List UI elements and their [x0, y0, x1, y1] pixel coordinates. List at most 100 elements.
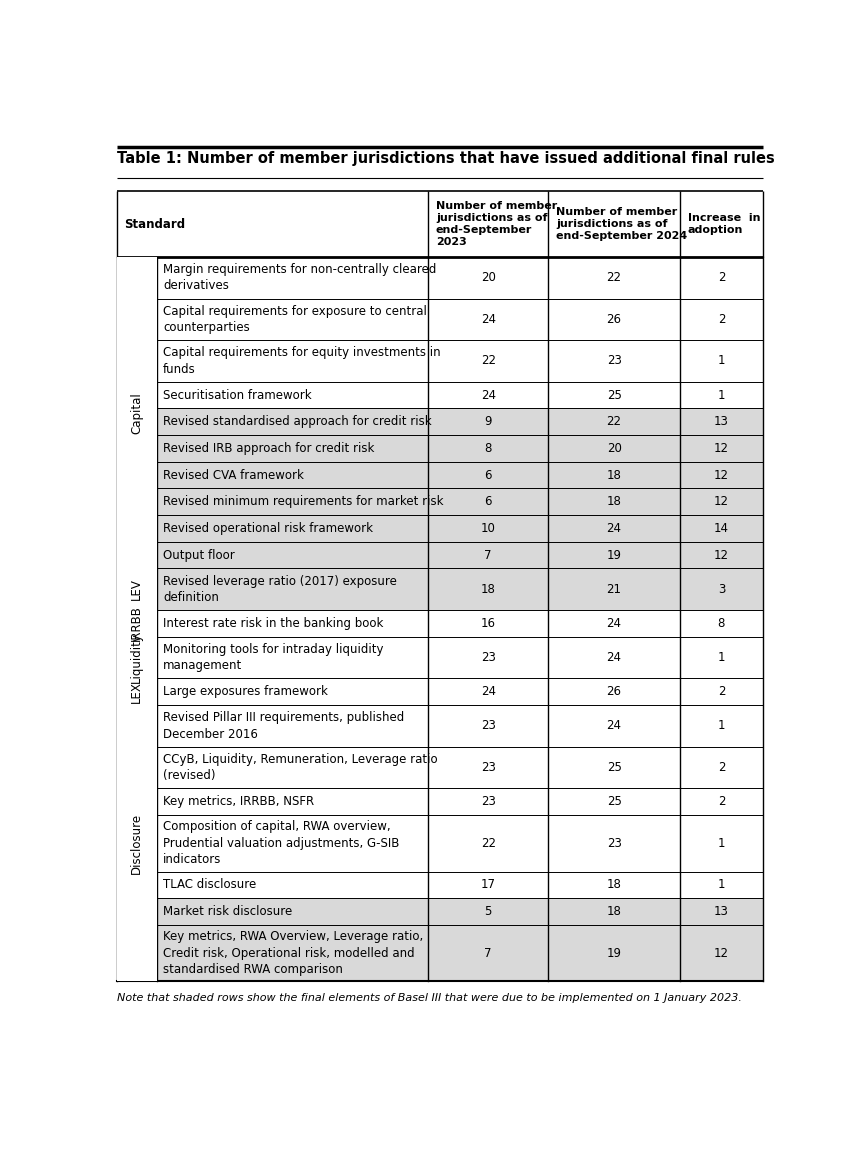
- Text: Revised Pillar III requirements, published
December 2016: Revised Pillar III requirements, publish…: [163, 712, 404, 741]
- Bar: [117, 678, 157, 705]
- Text: 17: 17: [480, 879, 496, 891]
- Text: Revised IRB approach for credit risk: Revised IRB approach for credit risk: [163, 442, 374, 455]
- Text: Revised CVA framework: Revised CVA framework: [163, 468, 304, 482]
- Text: 26: 26: [607, 313, 621, 326]
- Text: Standard: Standard: [124, 218, 185, 231]
- Text: 2: 2: [717, 685, 725, 698]
- Text: Interest rate risk in the banking book: Interest rate risk in the banking book: [163, 617, 384, 630]
- Text: Margin requirements for non-centrally cleared
derivatives: Margin requirements for non-centrally cl…: [163, 263, 437, 292]
- Text: 19: 19: [607, 548, 621, 562]
- Bar: [117, 925, 763, 982]
- Bar: [117, 488, 763, 515]
- Text: 18: 18: [607, 468, 621, 482]
- Bar: [117, 636, 157, 678]
- Bar: [117, 541, 763, 568]
- Text: LEV: LEV: [130, 578, 143, 600]
- Text: 13: 13: [714, 905, 729, 918]
- Bar: [117, 381, 763, 408]
- Text: 2: 2: [717, 271, 725, 284]
- Bar: [117, 636, 763, 678]
- Bar: [117, 746, 763, 788]
- Bar: [117, 515, 763, 541]
- Text: Capital requirements for exposure to central
counterparties: Capital requirements for exposure to cen…: [163, 305, 427, 334]
- Bar: [117, 568, 157, 610]
- Text: 22: 22: [480, 355, 496, 367]
- Bar: [117, 408, 763, 435]
- Text: 23: 23: [480, 795, 496, 808]
- Text: 6: 6: [485, 495, 492, 509]
- Text: Increase  in
adoption: Increase in adoption: [688, 213, 760, 235]
- Text: 1: 1: [717, 355, 725, 367]
- Text: 23: 23: [607, 837, 621, 850]
- Text: 20: 20: [480, 271, 496, 284]
- Text: 22: 22: [607, 271, 621, 284]
- Text: 25: 25: [607, 761, 621, 774]
- Text: Note that shaded rows show the final elements of Basel III that were due to be i: Note that shaded rows show the final ele…: [117, 993, 741, 1003]
- Text: 21: 21: [607, 583, 621, 596]
- Text: Disclosure: Disclosure: [130, 812, 143, 874]
- Text: 1: 1: [717, 651, 725, 664]
- Text: 18: 18: [607, 879, 621, 891]
- Text: Securitisation framework: Securitisation framework: [163, 388, 311, 401]
- Text: 26: 26: [607, 685, 621, 698]
- Text: Capital: Capital: [130, 392, 143, 433]
- Text: TLAC disclosure: TLAC disclosure: [163, 879, 257, 891]
- Text: 24: 24: [607, 720, 621, 732]
- Text: 8: 8: [718, 617, 725, 630]
- Text: 2: 2: [717, 761, 725, 774]
- Text: Output floor: Output floor: [163, 548, 235, 562]
- Text: 2: 2: [717, 313, 725, 326]
- Text: 2: 2: [717, 795, 725, 808]
- Text: 24: 24: [480, 685, 496, 698]
- Text: Key metrics, IRRBB, NSFR: Key metrics, IRRBB, NSFR: [163, 795, 314, 808]
- Bar: [117, 788, 763, 815]
- Text: Number of member
jurisdictions as of
end-September 2024: Number of member jurisdictions as of end…: [556, 207, 687, 241]
- Text: Market risk disclosure: Market risk disclosure: [163, 905, 293, 918]
- Text: 23: 23: [607, 355, 621, 367]
- Text: 19: 19: [607, 947, 621, 960]
- Bar: [117, 872, 763, 898]
- Text: 22: 22: [480, 837, 496, 850]
- Text: Key metrics, RWA Overview, Leverage ratio,
Credit risk, Operational risk, modell: Key metrics, RWA Overview, Leverage rati…: [163, 931, 423, 976]
- Text: 1: 1: [717, 388, 725, 401]
- Text: 12: 12: [714, 468, 729, 482]
- Text: Table 1: Number of member jurisdictions that have issued additional final rules: Table 1: Number of member jurisdictions …: [117, 151, 774, 166]
- Text: 10: 10: [480, 522, 496, 535]
- Text: 24: 24: [607, 617, 621, 630]
- Bar: [117, 705, 763, 746]
- Text: 25: 25: [607, 795, 621, 808]
- Text: Revised minimum requirements for market risk: Revised minimum requirements for market …: [163, 495, 444, 509]
- Text: 20: 20: [607, 442, 621, 455]
- Text: 7: 7: [485, 548, 492, 562]
- Bar: [117, 705, 157, 982]
- Text: LEX: LEX: [130, 680, 143, 702]
- Text: 18: 18: [607, 495, 621, 509]
- Text: 14: 14: [714, 522, 729, 535]
- Text: 12: 12: [714, 495, 729, 509]
- Text: 22: 22: [607, 415, 621, 429]
- Text: 5: 5: [485, 905, 492, 918]
- Text: 23: 23: [480, 651, 496, 664]
- Text: 18: 18: [607, 905, 621, 918]
- Text: 8: 8: [485, 442, 492, 455]
- Text: Revised standardised approach for credit risk: Revised standardised approach for credit…: [163, 415, 432, 429]
- Text: 9: 9: [485, 415, 492, 429]
- Text: Large exposures framework: Large exposures framework: [163, 685, 328, 698]
- Text: Liquidity: Liquidity: [130, 632, 143, 683]
- Bar: [117, 815, 763, 872]
- Text: 1: 1: [717, 879, 725, 891]
- Bar: [117, 340, 763, 381]
- Text: CCyB, Liquidity, Remuneration, Leverage ratio
(revised): CCyB, Liquidity, Remuneration, Leverage …: [163, 752, 438, 782]
- Text: 24: 24: [480, 313, 496, 326]
- Text: 13: 13: [714, 415, 729, 429]
- Text: 16: 16: [480, 617, 496, 630]
- Text: 1: 1: [717, 720, 725, 732]
- Text: IRRBB: IRRBB: [130, 605, 143, 641]
- Bar: [117, 299, 763, 340]
- Text: Revised operational risk framework: Revised operational risk framework: [163, 522, 373, 535]
- Text: 7: 7: [485, 947, 492, 960]
- Text: 18: 18: [480, 583, 496, 596]
- Text: 6: 6: [485, 468, 492, 482]
- Text: 12: 12: [714, 548, 729, 562]
- Text: Capital requirements for equity investments in
funds: Capital requirements for equity investme…: [163, 347, 441, 376]
